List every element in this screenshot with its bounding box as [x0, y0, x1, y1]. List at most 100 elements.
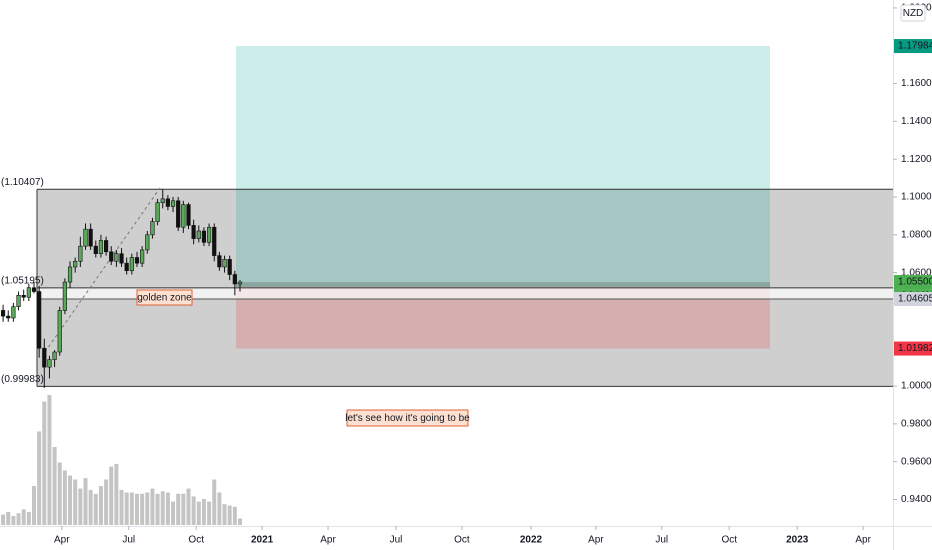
- y-tick-label: 1.14000: [901, 116, 932, 127]
- candle-body: [165, 198, 170, 207]
- volume-bar: [1, 514, 6, 525]
- volume-bar: [201, 499, 206, 525]
- x-tick-label: Oct: [721, 535, 737, 546]
- candle-body: [227, 259, 232, 275]
- candle-body: [26, 287, 31, 298]
- candle-body: [150, 221, 155, 236]
- currency-box: [900, 4, 926, 22]
- candle-body: [16, 295, 21, 307]
- note-box: [346, 409, 469, 427]
- candle-body: [103, 240, 109, 253]
- y-tick-label: 1.16000: [901, 78, 932, 89]
- target-price-bg: [894, 39, 932, 54]
- volume-bar: [191, 496, 196, 525]
- y-tick-label: 1.12000: [901, 154, 932, 165]
- volume-bar: [83, 478, 88, 525]
- stop-price: 1.01982: [898, 343, 932, 354]
- candle-body: [73, 260, 78, 268]
- y-tick-label: 0.98000: [901, 418, 932, 429]
- candle-body: [191, 225, 196, 239]
- volume-bar: [11, 515, 16, 525]
- volume-bar: [109, 466, 114, 525]
- level-label: (1.10407): [1, 177, 44, 188]
- volume-bar: [165, 492, 170, 525]
- volume-bar: [6, 512, 11, 525]
- volume-bar: [145, 492, 150, 525]
- x-tick-label: Apr: [320, 535, 336, 546]
- candle-body: [47, 359, 52, 368]
- volume-bar: [98, 486, 103, 525]
- candle-body: [186, 204, 191, 226]
- candle-body: [237, 281, 243, 285]
- candle-body: [62, 281, 67, 311]
- candle-body: [52, 351, 57, 360]
- volume-bar: [57, 462, 62, 525]
- x-tick-label: Apr: [855, 535, 871, 546]
- volume-bar: [186, 488, 191, 525]
- candle-body: [42, 347, 47, 368]
- candle-body: [88, 228, 93, 247]
- golden-zone: [37, 287, 893, 299]
- candle-body: [31, 287, 37, 292]
- volume-bar: [78, 488, 83, 525]
- entry-price-bg: [894, 275, 932, 290]
- volume-bar: [47, 395, 52, 525]
- candle-body: [37, 291, 42, 349]
- x-tick-label: Apr: [54, 535, 70, 546]
- volume-bar: [237, 518, 242, 525]
- candle-body: [21, 295, 26, 298]
- candle-body: [201, 230, 207, 243]
- x-tick-label: Apr: [588, 535, 604, 546]
- x-tick-label: 2022: [520, 535, 543, 546]
- y-tick-label: 1.08000: [901, 229, 932, 240]
- volume-bar: [93, 493, 98, 525]
- candle-body: [0, 310, 6, 317]
- candle-body: [212, 226, 217, 256]
- entry-price: 1.05500: [898, 277, 932, 288]
- volume-bar: [155, 493, 160, 525]
- volume-bar: [62, 470, 67, 525]
- volume-bar: [88, 489, 93, 525]
- volume-bar: [217, 492, 222, 525]
- candle-body: [196, 230, 201, 239]
- note-label: let's see how it's going to be: [345, 413, 470, 424]
- candle-body: [217, 255, 222, 268]
- volume-bar: [232, 506, 237, 525]
- level-label: (0.99983): [1, 374, 44, 385]
- volume-bar: [176, 493, 181, 525]
- candle-body: [129, 257, 134, 272]
- x-tick-label: Oct: [188, 535, 204, 546]
- volume-bar: [16, 513, 21, 525]
- x-tick-label: Jul: [390, 535, 403, 546]
- level-label: (1.05195): [1, 275, 44, 286]
- x-tick-label: Jul: [655, 535, 668, 546]
- target-zone: [236, 46, 770, 283]
- candle-body: [93, 245, 98, 255]
- candle-body: [176, 200, 181, 228]
- golden-zone-box: [136, 289, 193, 306]
- x-tick-label: Oct: [454, 535, 470, 546]
- candle-body: [181, 204, 186, 228]
- x-tick-label: Jul: [122, 535, 135, 546]
- candle-body: [232, 274, 237, 285]
- golden-low-price-bg: [894, 291, 932, 306]
- golden-zone-label: golden zone: [137, 293, 192, 304]
- volume-bar: [73, 479, 78, 525]
- candle-body: [160, 198, 165, 203]
- x-tick-label: 2023: [786, 535, 809, 546]
- currency-label: NZD: [903, 8, 924, 19]
- volume-bar: [171, 501, 176, 525]
- volume-bar: [212, 479, 217, 525]
- volume-bar: [150, 488, 155, 525]
- candle-body: [222, 259, 227, 268]
- y-tick-label: 1.06000: [901, 267, 932, 278]
- volume-bar: [160, 491, 165, 525]
- volume-bar: [196, 501, 201, 525]
- x-tick-label: 2021: [251, 535, 274, 546]
- volume-bar: [227, 505, 232, 525]
- candle-body: [57, 310, 62, 353]
- volume-bar: [37, 431, 42, 525]
- volume-bar: [52, 447, 57, 525]
